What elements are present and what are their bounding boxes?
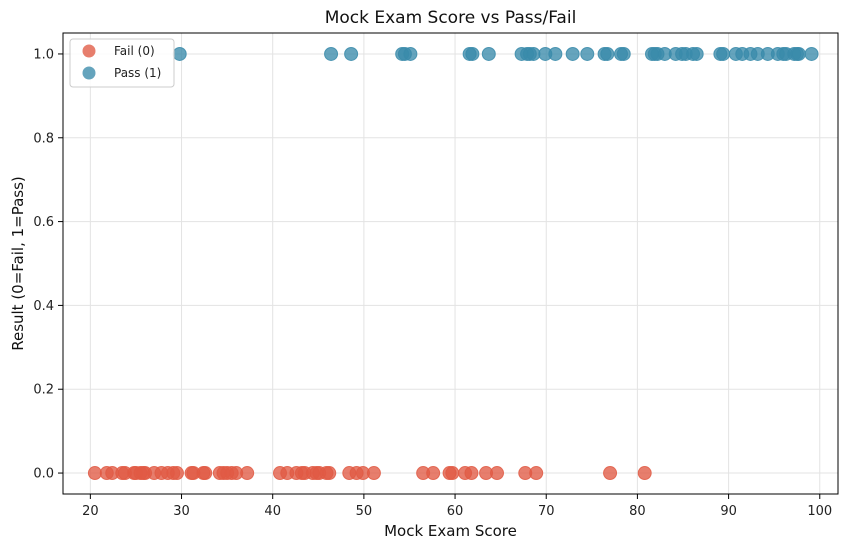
fail-point xyxy=(240,466,255,481)
legend-label-pass: Pass (1) xyxy=(114,66,161,80)
pass-point xyxy=(580,46,595,61)
pass-point xyxy=(565,46,580,61)
plot-frame xyxy=(62,32,839,495)
pass-point xyxy=(324,46,339,61)
y-axis-title: Result (0=Fail, 1=Pass) xyxy=(9,176,27,351)
pass-point xyxy=(344,46,359,61)
data-points xyxy=(87,46,819,481)
x-axis-title: Mock Exam Score xyxy=(384,522,517,540)
x-tick-label: 100 xyxy=(807,504,832,519)
legend-marker-pass xyxy=(82,66,96,80)
legend-label-fail: Fail (0) xyxy=(114,44,155,58)
pass-point xyxy=(403,46,418,61)
legend-marker-fail xyxy=(82,44,96,58)
pass-point xyxy=(716,46,731,61)
x-tick-label: 70 xyxy=(538,504,555,519)
fail-point xyxy=(529,466,544,481)
fail-point xyxy=(366,466,381,481)
fail-point xyxy=(322,466,337,481)
fail-point xyxy=(490,466,504,481)
legend: Fail (0) Pass (1) xyxy=(69,38,175,88)
y-tick-label: 0.4 xyxy=(33,299,54,314)
y-tick-label: 0.2 xyxy=(33,383,54,398)
y-tick-label: 0.0 xyxy=(33,467,54,482)
pass-point xyxy=(600,46,615,61)
axis-ticks: 20 30 40 50 60 70 80 90 100 0.0 0.2 0.4 0.6 0.8 1.0 xyxy=(33,47,832,519)
x-tick-label: 50 xyxy=(356,504,373,519)
fail-point xyxy=(87,466,102,481)
fail-point xyxy=(426,466,441,481)
pass-point xyxy=(481,46,496,61)
x-tick-label: 40 xyxy=(264,504,281,519)
legend-box xyxy=(69,38,175,88)
chart-title: Mock Exam Score vs Pass/Fail xyxy=(325,8,577,28)
x-tick-label: 30 xyxy=(173,504,190,519)
fail-point xyxy=(198,466,213,481)
pass-point xyxy=(791,46,806,61)
y-tick-label: 1.0 xyxy=(33,47,54,62)
pass-point xyxy=(804,46,819,61)
x-tick-label: 90 xyxy=(720,504,737,519)
fail-point xyxy=(603,466,618,481)
pass-point xyxy=(616,46,631,61)
x-tick-label: 80 xyxy=(629,504,646,519)
y-tick-label: 0.8 xyxy=(33,131,54,146)
pass-point xyxy=(172,46,187,61)
fail-point xyxy=(445,466,460,481)
y-tick-label: 0.6 xyxy=(33,215,54,230)
pass-point xyxy=(689,46,704,61)
fail-point xyxy=(464,466,479,481)
x-tick-label: 20 xyxy=(82,504,99,519)
fail-point xyxy=(169,466,184,481)
pass-point xyxy=(465,46,480,61)
x-tick-label: 60 xyxy=(447,504,464,519)
fail-point xyxy=(637,466,652,481)
pass-point xyxy=(526,46,541,61)
pass-point xyxy=(548,46,563,61)
